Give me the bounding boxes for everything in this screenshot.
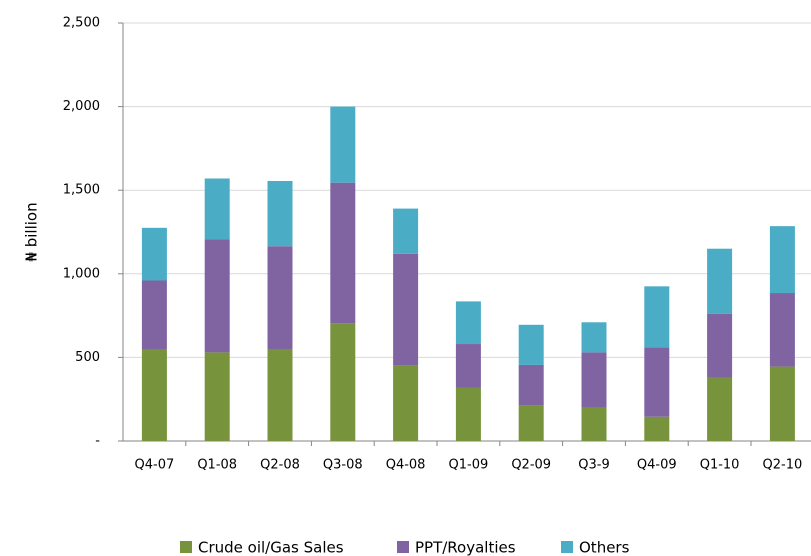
x-tick-label: Q4-09 (637, 458, 677, 473)
bar-segment (455, 387, 481, 441)
bar-segment (393, 208, 419, 254)
legend-swatch (561, 541, 573, 553)
bar-segment (204, 178, 230, 240)
x-tick-label: Q1-10 (700, 458, 740, 473)
bar-segment (330, 106, 356, 183)
x-tick-label: Q2-10 (763, 458, 803, 473)
bar-segment (330, 323, 356, 441)
y-tick-label: 1,000 (63, 266, 100, 281)
bar-segment (267, 181, 293, 247)
bar-segment (769, 226, 795, 294)
bar-segment (267, 246, 293, 350)
y-tick-label: 2,000 (63, 99, 100, 114)
bar-segment (518, 364, 544, 406)
x-tick-label: Q1-08 (197, 458, 237, 473)
bar-segment (455, 344, 481, 388)
bar-segment (330, 182, 356, 324)
y-axis-label: ₦ billion (23, 202, 41, 261)
legend-swatch (180, 541, 192, 553)
x-tick-label: Q4-08 (386, 458, 426, 473)
y-tick-label: 1,500 (63, 183, 100, 198)
bar-segment (267, 349, 293, 441)
bar-segment (581, 352, 607, 408)
bar-segment (393, 365, 419, 441)
bar-segment (141, 349, 167, 441)
y-tick-label: 500 (75, 350, 100, 365)
bar-segment (769, 366, 795, 441)
bar-segment (644, 347, 670, 417)
x-tick-label: Q4-07 (135, 458, 175, 473)
legend-swatch (397, 541, 409, 553)
y-tick-label: - (95, 434, 100, 449)
x-tick-label: Q2-09 (511, 458, 551, 473)
x-tick-label: Q3-08 (323, 458, 363, 473)
bar-segment (393, 253, 419, 366)
bar-segment (644, 286, 670, 348)
bar-segment (707, 313, 733, 378)
bar-segment (518, 405, 544, 441)
bar-segment (518, 324, 544, 365)
x-tick-label: Q2-08 (260, 458, 300, 473)
bar-segment (204, 239, 230, 353)
bar-segment (455, 301, 481, 345)
bar-segment (644, 416, 670, 441)
x-tick-label: Q1-09 (449, 458, 489, 473)
bar-segment (581, 407, 607, 441)
legend-label: Crude oil/Gas Sales (198, 539, 344, 556)
bar-segment (707, 377, 733, 441)
legend-label: Others (579, 539, 630, 556)
y-tick-label: 2,500 (63, 16, 100, 31)
bar-segment (204, 352, 230, 441)
x-tick-label: Q3-9 (578, 458, 609, 473)
bar-segment (141, 227, 167, 281)
legend-label: PPT/Royalties (415, 539, 516, 556)
bar-segment (581, 322, 607, 353)
bar-segment (141, 280, 167, 350)
bar-segment (769, 293, 795, 367)
bar-segment (707, 248, 733, 314)
